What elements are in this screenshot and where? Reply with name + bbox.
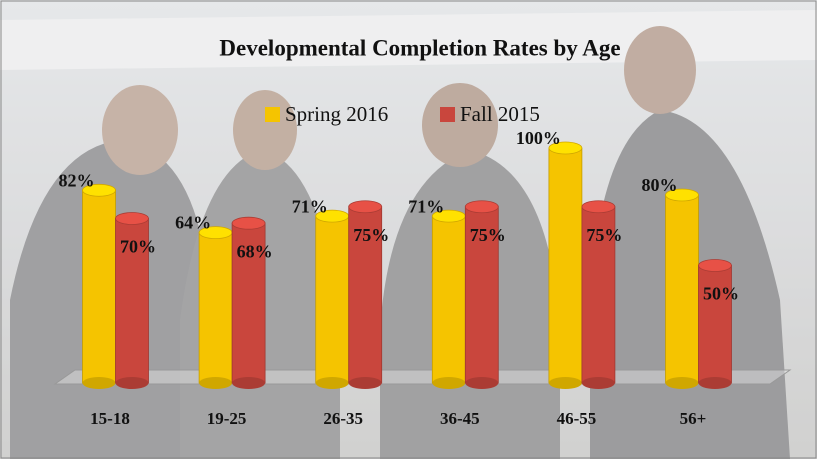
value-label: 68% bbox=[237, 241, 273, 261]
value-label: 80% bbox=[642, 175, 678, 195]
bar-top bbox=[82, 183, 116, 197]
value-label: 50% bbox=[703, 284, 739, 304]
bar bbox=[231, 216, 266, 389]
bar-body bbox=[198, 232, 233, 384]
value-label: 75% bbox=[586, 225, 622, 245]
bar bbox=[431, 209, 466, 389]
bar-top bbox=[231, 216, 266, 230]
bar-bottom bbox=[232, 377, 266, 389]
x-tick-label: 26-35 bbox=[323, 409, 363, 428]
bar bbox=[82, 183, 116, 389]
bar bbox=[115, 212, 149, 389]
legend-swatch bbox=[440, 107, 455, 122]
bar-top bbox=[348, 200, 383, 214]
value-label: 75% bbox=[353, 225, 389, 245]
bar-bottom bbox=[698, 377, 732, 389]
bar-body bbox=[548, 147, 583, 384]
bar bbox=[581, 200, 616, 389]
bar bbox=[698, 259, 732, 389]
legend-swatch bbox=[265, 107, 280, 122]
bar-body bbox=[115, 218, 149, 384]
x-tick-label: 56+ bbox=[680, 409, 707, 428]
bar-top bbox=[548, 141, 583, 155]
bar bbox=[198, 226, 233, 389]
legend-label: Spring 2016 bbox=[285, 102, 388, 126]
x-tick-label: 19-25 bbox=[207, 409, 247, 428]
bar-bottom bbox=[665, 377, 699, 389]
value-label: 82% bbox=[59, 170, 95, 190]
bar-top bbox=[464, 200, 499, 214]
bar bbox=[665, 188, 699, 389]
chart-title: Developmental Completion Rates by Age bbox=[219, 35, 620, 60]
bar-top bbox=[115, 212, 149, 225]
bar-body bbox=[315, 215, 350, 384]
bar-body bbox=[431, 215, 466, 384]
bar-bottom bbox=[315, 377, 349, 389]
value-label: 71% bbox=[292, 196, 328, 216]
bar bbox=[315, 209, 350, 389]
value-label: 71% bbox=[408, 196, 444, 216]
bar-body bbox=[82, 189, 116, 384]
bar bbox=[348, 200, 383, 389]
bar-body bbox=[231, 222, 266, 384]
bar-top bbox=[665, 188, 699, 202]
bar-bottom bbox=[348, 377, 382, 389]
x-tick-label: 36-45 bbox=[440, 409, 480, 428]
bar-top bbox=[581, 200, 616, 214]
value-label: 100% bbox=[516, 128, 561, 148]
value-label: 64% bbox=[175, 213, 211, 233]
bar-bottom bbox=[432, 377, 466, 389]
bar-bottom bbox=[115, 377, 149, 389]
bar-bottom bbox=[465, 377, 499, 389]
bar-bottom bbox=[581, 377, 615, 389]
value-label: 70% bbox=[120, 237, 156, 257]
value-label: 75% bbox=[470, 225, 506, 245]
x-tick-label: 15-18 bbox=[90, 409, 130, 428]
bar bbox=[464, 200, 499, 389]
bar-top bbox=[698, 259, 732, 272]
bar-body bbox=[665, 194, 699, 384]
bar-bottom bbox=[199, 377, 233, 389]
x-tick-label: 46-55 bbox=[557, 409, 597, 428]
bar-body bbox=[581, 206, 616, 384]
bar-bottom bbox=[82, 377, 116, 389]
bar-bottom bbox=[548, 377, 582, 389]
legend-label: Fall 2015 bbox=[460, 102, 540, 126]
bar bbox=[548, 141, 583, 389]
